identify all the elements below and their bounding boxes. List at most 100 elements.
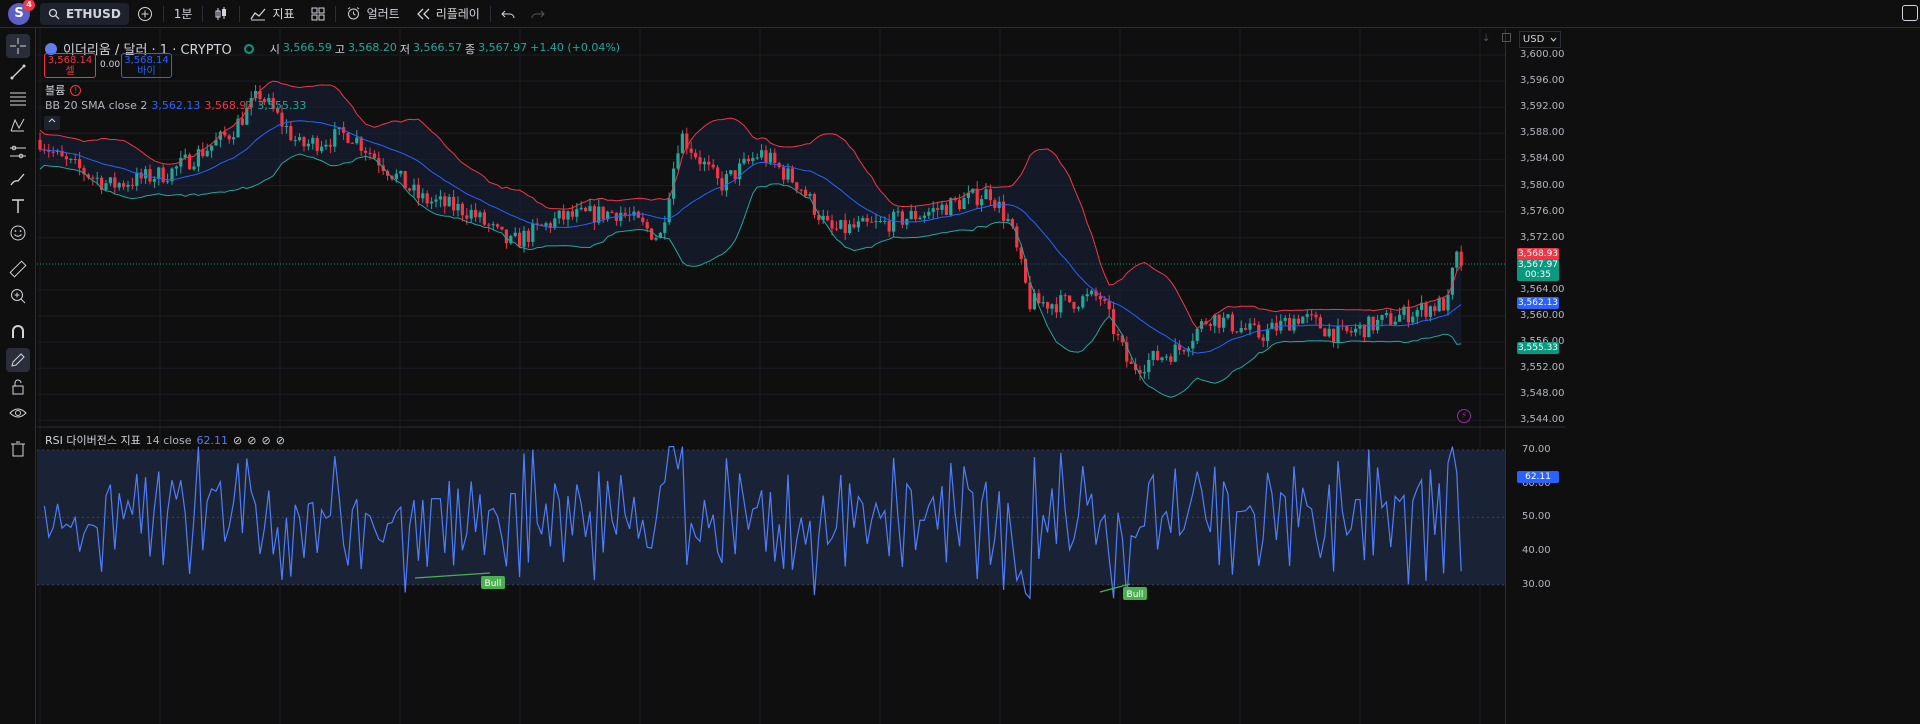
divider bbox=[334, 5, 336, 22]
candle-body bbox=[535, 223, 539, 225]
candle-body bbox=[1081, 296, 1085, 308]
search-icon bbox=[48, 8, 60, 19]
replay-button[interactable]: 리플레이 bbox=[408, 0, 488, 28]
price-scale[interactable] bbox=[1505, 29, 1565, 724]
candle-body bbox=[1424, 302, 1428, 317]
measure-tool[interactable] bbox=[6, 257, 30, 281]
candle-body bbox=[1270, 322, 1274, 330]
candle-body bbox=[152, 179, 156, 182]
candle-body bbox=[245, 107, 249, 125]
user-avatar[interactable]: S 4 bbox=[8, 0, 35, 25]
candle-body bbox=[834, 228, 838, 230]
candle-body bbox=[1094, 290, 1098, 297]
candle-body bbox=[962, 198, 966, 209]
currency-select[interactable]: USD bbox=[1519, 31, 1561, 48]
candle-body bbox=[848, 224, 852, 233]
sell-button[interactable]: 3,568.14 셀 bbox=[44, 53, 96, 78]
candle-body bbox=[716, 167, 720, 179]
candle-body bbox=[1261, 337, 1265, 341]
trendline-tool[interactable] bbox=[6, 60, 30, 84]
lock-tool[interactable] bbox=[6, 375, 30, 399]
candle-body bbox=[993, 200, 997, 208]
text-tool[interactable] bbox=[6, 194, 30, 218]
crosshair-tool[interactable] bbox=[6, 34, 30, 58]
candle-body bbox=[298, 137, 302, 141]
brush-tool[interactable] bbox=[6, 167, 30, 191]
candle-body bbox=[1446, 294, 1450, 311]
candle-body bbox=[544, 223, 548, 226]
compare-symbol-button[interactable] bbox=[129, 0, 161, 28]
scale-down-icon[interactable]: ⇣ bbox=[1482, 33, 1491, 44]
indicators-button[interactable]: 지표 bbox=[242, 0, 302, 28]
rsi-legend[interactable]: RSI 다이버전스 지표 14 close 62.11 ⊘ ⊘ ⊘ ⊘ bbox=[45, 432, 285, 448]
candle-body bbox=[1371, 316, 1375, 331]
interval-label: 1분 bbox=[173, 7, 193, 21]
candle-body bbox=[676, 153, 680, 169]
zoom-in-icon bbox=[11, 289, 26, 304]
undo-button[interactable] bbox=[493, 0, 523, 28]
candle-body bbox=[936, 208, 940, 210]
candle-body bbox=[918, 217, 922, 220]
bollinger-lines bbox=[39, 80, 1462, 398]
candle-body bbox=[1389, 313, 1393, 325]
candle-body bbox=[812, 194, 816, 215]
candle-body bbox=[1019, 247, 1023, 260]
candle-body bbox=[1332, 328, 1336, 343]
candle-body bbox=[1063, 295, 1067, 297]
candle-body bbox=[786, 168, 790, 180]
remove-drawings-tool[interactable] bbox=[6, 437, 30, 461]
hide-drawings-tool[interactable] bbox=[6, 401, 30, 425]
candle-body bbox=[1380, 315, 1384, 320]
candle-body bbox=[113, 177, 117, 188]
zoom-tool[interactable] bbox=[6, 284, 30, 308]
candle-body bbox=[733, 170, 737, 180]
scale-fit-icon[interactable] bbox=[1502, 33, 1511, 42]
lightning-icon[interactable]: ⚡ bbox=[1457, 409, 1471, 423]
fib-tool[interactable] bbox=[6, 86, 30, 110]
avatar-letter: S bbox=[14, 6, 24, 21]
candle-body bbox=[601, 206, 605, 220]
buy-button[interactable]: 3,568.14 바이 bbox=[121, 53, 172, 78]
candle-body bbox=[944, 204, 948, 216]
candle-body bbox=[1301, 316, 1305, 324]
lock-icon bbox=[12, 379, 24, 395]
interval-button[interactable]: 1분 bbox=[166, 0, 201, 28]
emoji-tool[interactable] bbox=[6, 221, 30, 245]
candle-body bbox=[940, 204, 944, 210]
candle-body bbox=[1274, 322, 1278, 331]
fullscreen-button[interactable] bbox=[1902, 5, 1918, 21]
rsi-line bbox=[43, 446, 1462, 600]
symbol-search-button[interactable]: ETHUSD bbox=[40, 2, 129, 25]
forecast-tool[interactable] bbox=[6, 140, 30, 164]
bollinger-legend[interactable]: BB 20 SMA close 2 3,562.13 3,568.93 3,55… bbox=[45, 99, 306, 112]
candle-body bbox=[1024, 259, 1028, 283]
alert-button[interactable]: 얼러트 bbox=[338, 0, 408, 28]
pattern-tool[interactable] bbox=[6, 113, 30, 137]
collapse-legend-button[interactable] bbox=[44, 116, 60, 130]
templates-button[interactable] bbox=[303, 0, 333, 28]
trash-icon bbox=[11, 441, 25, 457]
candle-body bbox=[1305, 314, 1309, 317]
candle-body bbox=[60, 150, 64, 157]
warning-icon[interactable]: ! bbox=[70, 84, 82, 96]
symbol-legend[interactable]: 이더리움 / 달러 · 1 · CRYPTO 시 3,566.59 고 3,568.… bbox=[45, 39, 620, 58]
candle-body bbox=[223, 131, 227, 136]
candle-body bbox=[782, 167, 786, 180]
candle-body bbox=[606, 211, 610, 220]
candle-body bbox=[1327, 328, 1331, 337]
close-value: 3,567.97 bbox=[478, 40, 528, 54]
chart-type-button[interactable] bbox=[205, 0, 237, 28]
candle-body bbox=[724, 174, 728, 191]
divider bbox=[202, 5, 204, 22]
magnet-tool[interactable] bbox=[6, 320, 30, 344]
candle-body bbox=[746, 158, 750, 162]
candle-body bbox=[262, 99, 266, 102]
volume-legend[interactable]: 볼륨 ! bbox=[45, 82, 82, 98]
redo-button[interactable] bbox=[523, 0, 553, 28]
open-label: 시 bbox=[269, 42, 280, 56]
candle-body bbox=[817, 214, 821, 221]
candle-body bbox=[78, 159, 82, 169]
stay-in-drawing-tool[interactable] bbox=[6, 348, 30, 372]
candle-body bbox=[958, 200, 962, 209]
